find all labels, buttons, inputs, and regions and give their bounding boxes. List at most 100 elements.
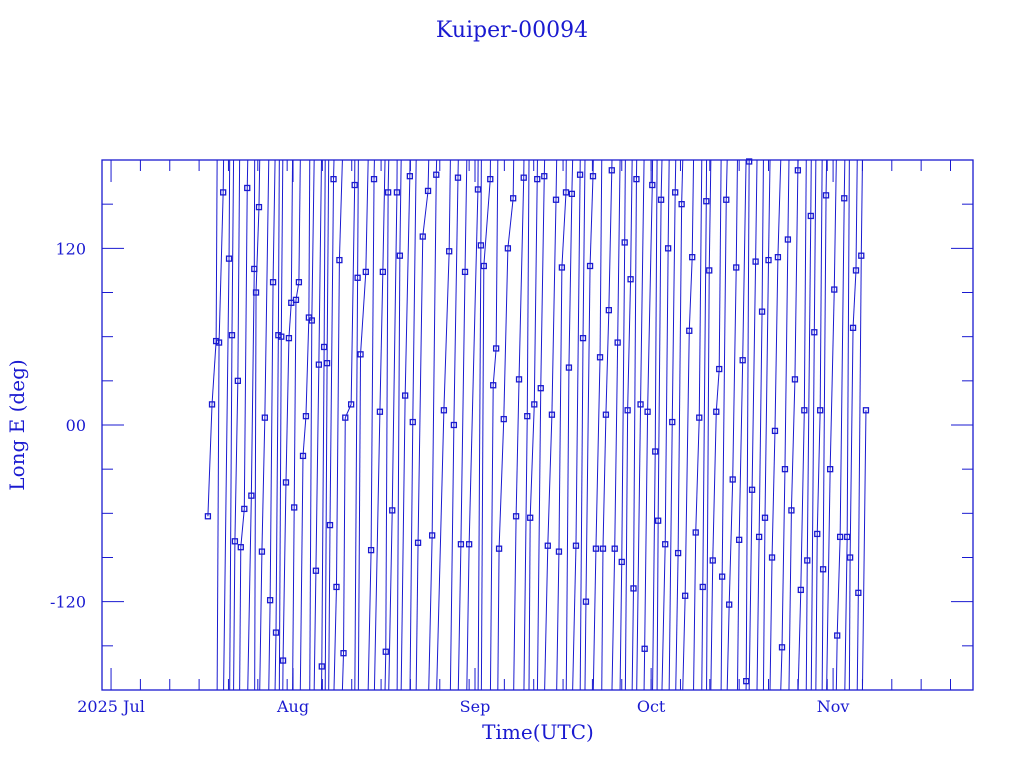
- data-point: [215, 339, 223, 346]
- data-point: [836, 533, 844, 541]
- data-point: [315, 361, 323, 368]
- track-segment: [702, 201, 707, 587]
- track-segment: [367, 550, 372, 691]
- data-point: [605, 307, 612, 314]
- data-point: [713, 408, 720, 415]
- track-segment: [660, 159, 663, 200]
- data-point: [251, 265, 258, 273]
- data-point: [285, 334, 293, 342]
- track-segment: [464, 159, 468, 272]
- data-point: [686, 327, 693, 334]
- data-point: [379, 268, 386, 276]
- track-segment: [285, 338, 290, 483]
- track-segment: [278, 336, 282, 691]
- data-point: [592, 545, 600, 552]
- data-point: [703, 198, 710, 205]
- track-segment: [762, 517, 766, 691]
- data-point: [351, 181, 358, 189]
- data-point: [817, 407, 824, 414]
- data-point: [689, 254, 696, 261]
- track-segment: [674, 159, 677, 193]
- data-point: [765, 256, 772, 264]
- track-segment: [755, 159, 758, 262]
- data-point: [657, 196, 665, 203]
- track-segment: [701, 586, 704, 691]
- track-segment: [431, 174, 437, 536]
- track-segment: [384, 651, 387, 691]
- track-segment: [599, 159, 603, 358]
- data-point: [406, 173, 413, 180]
- track-segment: [848, 557, 851, 691]
- data-point: [576, 171, 584, 178]
- data-point: [541, 173, 548, 180]
- track-segment: [333, 586, 337, 691]
- data-point: [814, 530, 821, 538]
- track-segment: [745, 161, 750, 682]
- track-segment: [324, 363, 328, 691]
- data-point: [831, 286, 838, 293]
- data-point: [801, 407, 808, 414]
- track-segment: [644, 411, 649, 649]
- track-segment: [756, 536, 760, 691]
- track-segment: [761, 159, 764, 312]
- track-segment: [428, 535, 433, 691]
- data-point: [819, 566, 827, 573]
- data-point: [846, 554, 854, 561]
- track-segment: [449, 424, 455, 691]
- data-point: [367, 546, 375, 554]
- data-point: [396, 252, 404, 259]
- data-point: [682, 592, 689, 599]
- track-segment: [797, 589, 802, 691]
- data-point: [362, 268, 369, 276]
- track-segment: [258, 159, 261, 208]
- track-segment: [233, 541, 236, 691]
- track-segment: [575, 174, 581, 546]
- data-point: [480, 262, 487, 270]
- track-segment: [477, 245, 482, 691]
- track-segment: [589, 176, 594, 267]
- track-segment: [533, 179, 538, 405]
- track-segment: [234, 380, 239, 542]
- data-point: [278, 333, 285, 340]
- track-segment: [466, 544, 470, 691]
- track-segment: [341, 653, 345, 691]
- data-point: [596, 354, 604, 361]
- track-segment: [732, 267, 737, 480]
- track-segment: [370, 179, 375, 551]
- y-tick-label: 120: [55, 239, 86, 258]
- track-segment: [492, 348, 497, 386]
- data-point: [637, 401, 644, 408]
- track-segment: [540, 176, 545, 389]
- track-segment: [343, 417, 346, 654]
- track-segment: [299, 455, 304, 691]
- track-segment: [528, 517, 531, 691]
- track-segment: [357, 159, 359, 278]
- data-point: [834, 632, 841, 639]
- track-segment: [631, 588, 635, 691]
- data-point: [736, 536, 743, 543]
- track-segment: [396, 255, 401, 691]
- data-point: [844, 533, 851, 541]
- track-segment: [813, 159, 817, 333]
- data-point: [804, 557, 811, 564]
- track-segment: [790, 379, 796, 511]
- track-segment: [357, 354, 362, 691]
- track-segment: [507, 198, 514, 249]
- track-segment: [592, 548, 597, 691]
- track-segment: [365, 159, 369, 272]
- track-segment: [259, 551, 263, 691]
- data-point: [474, 186, 482, 193]
- data-point: [696, 414, 703, 421]
- data-point: [389, 507, 396, 514]
- data-point: [228, 332, 236, 339]
- track-segment: [608, 170, 613, 311]
- data-point: [555, 548, 563, 555]
- track-segment: [237, 159, 241, 381]
- data-point: [778, 644, 786, 651]
- data-point: [858, 252, 865, 259]
- track-segment: [412, 159, 417, 423]
- track-segment: [768, 159, 771, 261]
- track-segment: [261, 417, 266, 552]
- track-segment: [688, 257, 693, 331]
